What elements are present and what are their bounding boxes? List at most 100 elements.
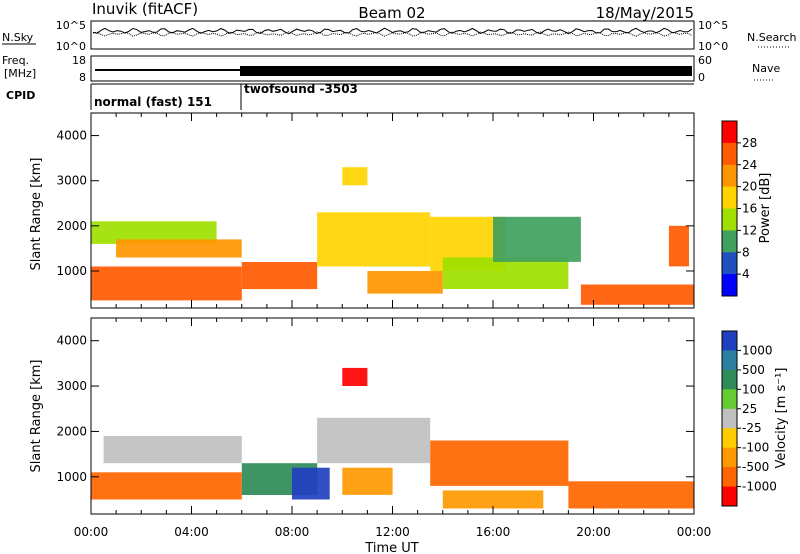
velocity-band-4	[317, 417, 431, 464]
velocity-y-ticks: 1000 2000 3000 4000	[56, 334, 694, 484]
noise-panel: N.Sky 10^5 10^0 10^5 10^0 N.Search	[2, 19, 797, 53]
power-colorbar-swatch-5	[722, 230, 737, 253]
power-colorbar-swatch-1	[722, 142, 737, 166]
velocity-colorbar-tick-label-6: -500	[742, 460, 769, 474]
velocity-colorbar-swatch-7	[722, 467, 737, 487]
velocity-colorbar-tick-label-5: -100	[742, 441, 769, 455]
power-y-tick-label-2: 3000	[56, 174, 87, 188]
velocity-colorbar-swatch-1	[722, 350, 737, 371]
nsearch-trace	[92, 31, 693, 37]
station-title: Inuvik (fitACF)	[92, 0, 198, 18]
power-colorbar-tick-label-5: 8	[742, 245, 750, 259]
cpid-panel: CPID normal (fast) 151 twofsound -3503	[6, 82, 694, 110]
x-axis-label: Time UT	[364, 541, 418, 554]
power-colorbar-tick-label-1: 24	[742, 158, 757, 172]
velocity-colorbar-tick-label-0: 1000	[742, 343, 773, 357]
velocity-band-7	[442, 490, 544, 509]
power-band-7	[442, 257, 569, 289]
power-y-tick-label-3: 4000	[56, 129, 87, 143]
power-colorbar-tick-label-6: 4	[742, 267, 750, 281]
velocity-band-6	[430, 440, 569, 486]
velocity-colorbar-tick-label-1: 500	[742, 363, 765, 377]
power-colorbar-swatch-6	[722, 252, 737, 275]
nsky-label: N.Sky	[2, 31, 34, 44]
nsearch-label: N.Search	[747, 31, 797, 44]
power-panel: 1000 2000 3000 4000 Slant Range [km]	[29, 112, 695, 309]
velocity-x-ticks: 00:00 04:00 08:00 12:00 16:00 20:00 00:00	[74, 318, 712, 539]
x-tick-label-2: 08:00	[275, 525, 310, 539]
power-band-9	[580, 284, 694, 305]
velocity-colorbar-swatch-6	[722, 447, 737, 468]
power-colorbar: 28 24 20 16 12 8 4 Power [dB]	[721, 120, 773, 297]
noise-tick-right-top: 10^5	[698, 19, 728, 32]
velocity-colorbar-tick-label-2: 100	[742, 382, 765, 396]
power-y-tick-label-0: 1000	[56, 264, 87, 278]
noise-tick-left-top: 10^5	[56, 19, 86, 32]
freq-label-line2: [MHz]	[4, 67, 36, 80]
velocity-band-8	[568, 481, 694, 509]
freq-tick-top: 18	[72, 54, 86, 67]
velocity-colorbar-swatch-0	[722, 331, 737, 351]
velocity-band-3	[292, 467, 330, 500]
velocity-bands	[91, 367, 694, 509]
power-y-ticks: 1000 2000 3000 4000	[56, 129, 694, 278]
velocity-y-tick-label-3: 4000	[56, 334, 87, 348]
velocity-colorbar: 1000 500 100 25 -25 -100 -500 -1000 Velocity [m…	[721, 330, 789, 507]
power-ylabel: Slant Range [km]	[29, 158, 44, 271]
noise-tick-left-bottom: 10^0	[56, 40, 86, 53]
velocity-band-9	[342, 367, 368, 386]
power-colorbar-label: Power [dB]	[758, 173, 773, 244]
velocity-band-1	[103, 436, 242, 464]
beam-title: Beam 02	[358, 4, 425, 22]
freq-tick-bottom: 8	[79, 71, 86, 84]
x-tick-label-4: 16:00	[476, 525, 511, 539]
date-title: 18/May/2015	[596, 4, 694, 22]
nsky-trace	[92, 27, 693, 35]
velocity-colorbar-swatch-4	[722, 408, 737, 429]
power-band-10	[668, 225, 689, 267]
power-band-4	[317, 212, 431, 267]
velocity-colorbar-tick-label-4: -25	[742, 421, 762, 435]
freq-trace-twofsound	[240, 66, 692, 76]
x-tick-label-6: 00:00	[677, 525, 712, 539]
velocity-colorbar-swatch-5	[722, 428, 737, 449]
power-colorbar-swatch-4	[722, 208, 737, 231]
power-band-11	[342, 167, 368, 186]
x-tick-label-5: 20:00	[576, 525, 611, 539]
noise-tick-right-bottom: 10^0	[698, 40, 728, 53]
power-bands	[91, 167, 694, 305]
x-tick-label-1: 04:00	[174, 525, 209, 539]
velocity-panel: 1000 2000 3000 4000 00:00 04:00 08:00 12:00 16:…	[29, 317, 712, 554]
power-colorbar-tick-label-4: 12	[742, 223, 757, 237]
cpid-mode-1: normal (fast) 151	[94, 95, 212, 109]
power-band-3	[241, 262, 318, 290]
power-colorbar-swatch-2	[722, 164, 737, 188]
velocity-colorbar-label: Velocity [m s⁻¹]	[774, 368, 789, 469]
x-tick-label-0: 00:00	[74, 525, 109, 539]
velocity-y-tick-label-1: 2000	[56, 424, 87, 438]
velocity-colorbar-swatch-2	[722, 369, 737, 390]
nave-label: Nave	[752, 62, 780, 75]
power-colorbar-tick-label-0: 28	[742, 136, 757, 150]
power-x-ticks	[90, 113, 695, 308]
power-band-5	[367, 271, 443, 294]
power-band-0	[91, 221, 217, 244]
power-colorbar-swatch-7	[722, 274, 737, 297]
velocity-colorbar-swatch-8	[722, 486, 737, 507]
power-band-1	[91, 266, 242, 301]
power-colorbar-swatch-0	[722, 121, 737, 144]
power-band-8	[493, 216, 581, 262]
power-y-tick-label-1: 2000	[56, 219, 87, 233]
velocity-colorbar-tick-label-3: 25	[742, 402, 757, 416]
nave-tick-bottom: 0	[698, 71, 705, 84]
velocity-colorbar-swatch-3	[722, 389, 737, 410]
velocity-y-tick-label-0: 1000	[56, 470, 87, 484]
power-colorbar-swatch-3	[722, 186, 737, 209]
velocity-colorbar-tick-label-7: -1000	[742, 480, 777, 494]
velocity-y-tick-label-2: 3000	[56, 379, 87, 393]
freq-label-line1: Freq.	[2, 54, 29, 67]
cpid-label: CPID	[6, 89, 35, 102]
x-tick-label-3: 12:00	[375, 525, 410, 539]
velocity-band-5	[342, 467, 393, 495]
